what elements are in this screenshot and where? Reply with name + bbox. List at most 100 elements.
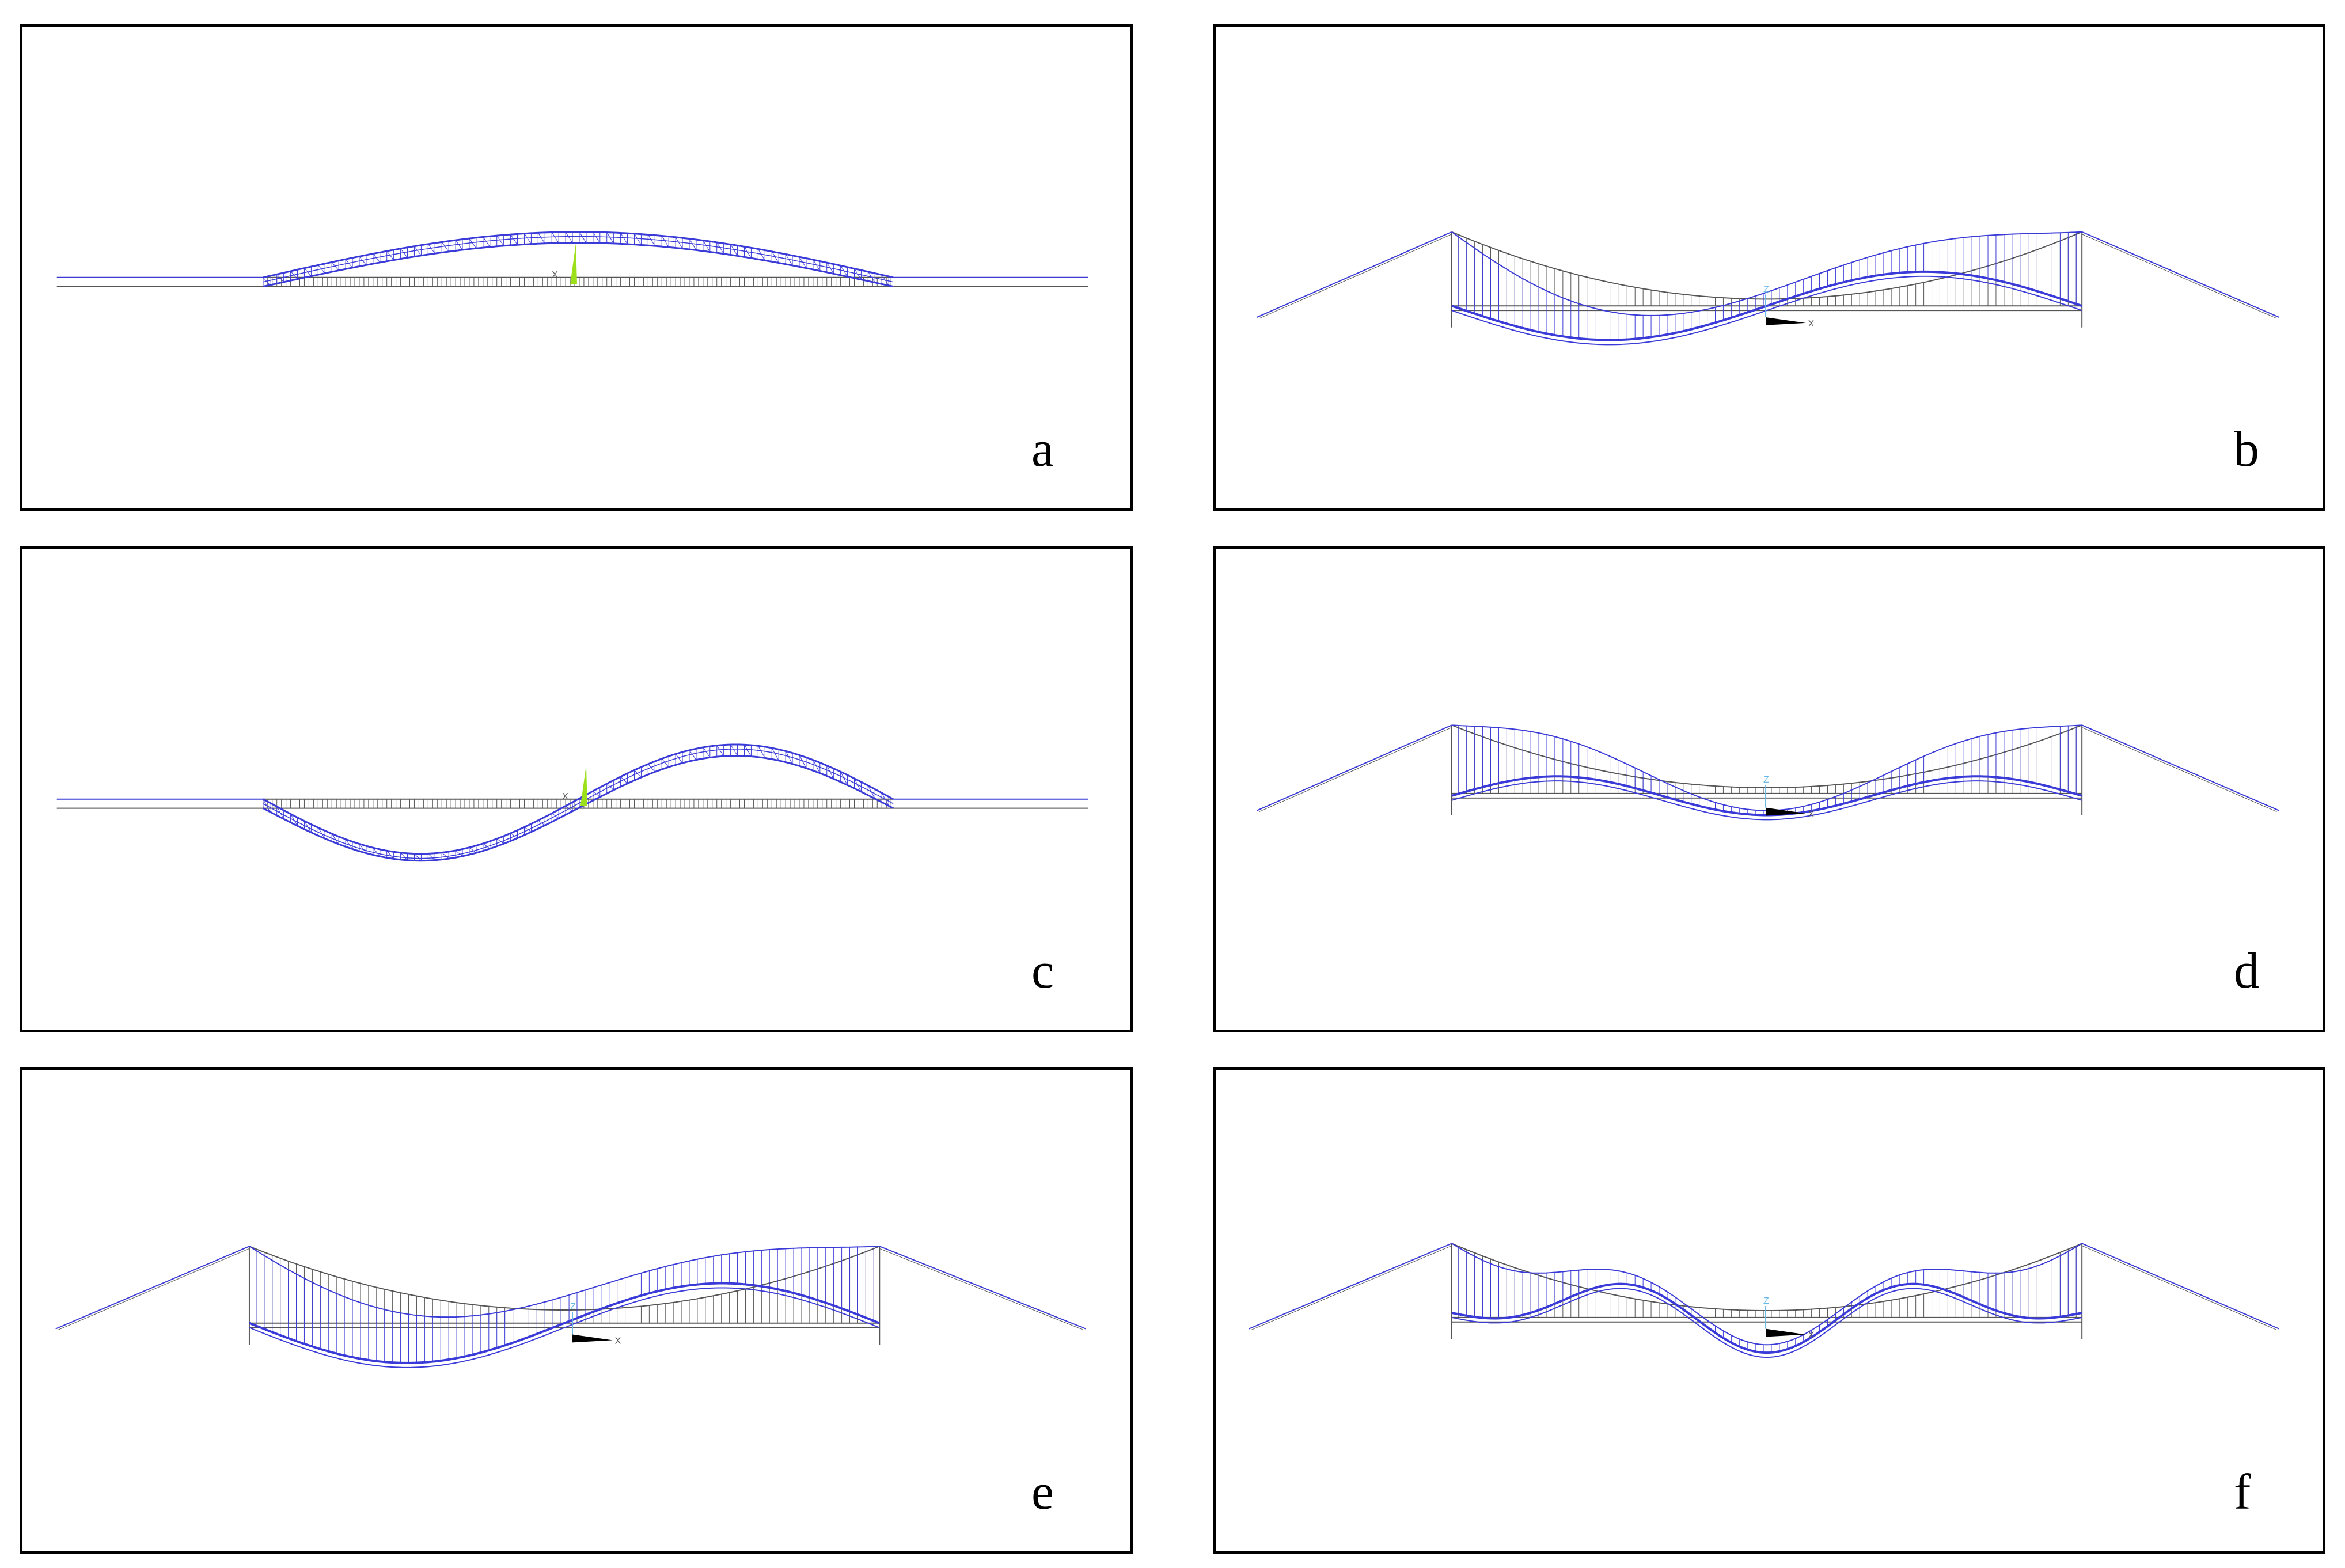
deformed-deck bbox=[1451, 270, 2082, 341]
axis-label-x: X bbox=[562, 792, 568, 802]
deformed-deck-brace bbox=[757, 746, 765, 758]
deformed-deck-brace bbox=[483, 237, 491, 248]
backstay-right-ref bbox=[2081, 727, 2277, 812]
deformed-deck-brace bbox=[620, 776, 628, 784]
deformed-deck-brace bbox=[881, 275, 889, 286]
deformed-deck-brace bbox=[263, 799, 271, 813]
deformed-deck-brace bbox=[345, 259, 353, 268]
deformed-deck-brace bbox=[386, 851, 394, 859]
backstay-left bbox=[55, 1246, 250, 1330]
panel-label-a: a bbox=[1031, 422, 1054, 477]
deformed-deck-brace bbox=[290, 814, 298, 826]
deformed-deck-brace bbox=[840, 771, 848, 785]
deformed-deck-brace bbox=[496, 838, 504, 844]
mode-shape-diagram-c: X bbox=[56, 743, 1088, 862]
backstay-right-ref bbox=[2081, 234, 2277, 319]
deformed-deck-brace bbox=[565, 231, 573, 244]
deformed-deck-brace bbox=[331, 261, 339, 271]
backstay-right-ref bbox=[2081, 1245, 2277, 1331]
deformed-deck-brace bbox=[675, 237, 683, 249]
deformed-deck-brace bbox=[799, 256, 807, 268]
deformed-deck-brace bbox=[510, 234, 518, 245]
deformed-deck-edge bbox=[1451, 1288, 2082, 1358]
deformed-deck-brace bbox=[317, 827, 325, 839]
deformed-deck-brace bbox=[441, 852, 449, 859]
deformed-deck-brace bbox=[441, 242, 449, 252]
xz-axis-triad-icon bbox=[1766, 317, 1806, 325]
deformed-deck-brace bbox=[359, 256, 367, 265]
deformed-deck-brace bbox=[647, 764, 655, 772]
deformed-deck-brace bbox=[730, 244, 738, 256]
undeformed-main-cable bbox=[1451, 231, 2082, 300]
deformed-deck-brace bbox=[524, 826, 532, 833]
deformed-deck-brace bbox=[647, 234, 655, 246]
deformed-deck-brace bbox=[524, 233, 532, 245]
deformed-deck-brace bbox=[400, 852, 408, 861]
deformed-deck-brace bbox=[290, 271, 298, 279]
deformed-deck-edge bbox=[1451, 780, 2082, 821]
deformed-deck-brace bbox=[455, 240, 463, 250]
axis-label-z: Z bbox=[1763, 775, 1769, 785]
green-axis-triad-icon bbox=[570, 243, 577, 284]
backstay-left bbox=[1249, 1243, 1452, 1330]
backstay-left bbox=[1257, 231, 1452, 318]
backstay-left-ref bbox=[1259, 234, 1452, 319]
deformed-deck-brace bbox=[606, 232, 614, 244]
backstay-right bbox=[2081, 231, 2279, 318]
deformed-deck-brace bbox=[867, 271, 875, 283]
deformed-deck-brace bbox=[483, 843, 491, 849]
deformed-deck-brace bbox=[304, 821, 312, 833]
axis-label-x: X bbox=[552, 270, 558, 280]
deformed-deck-brace bbox=[469, 847, 477, 853]
deformed-deck-brace bbox=[469, 238, 477, 249]
deformed-deck-brace bbox=[771, 251, 779, 263]
backstay-left bbox=[1257, 724, 1452, 811]
deformed-deck-brace bbox=[538, 820, 545, 826]
deformed-deck-brace bbox=[276, 274, 284, 283]
axis-label-z: Z bbox=[1763, 1296, 1769, 1306]
deformed-deck-brace bbox=[537, 233, 545, 244]
deformed-deck-brace bbox=[565, 806, 573, 812]
deformed-deck-brace bbox=[813, 760, 821, 774]
deformed-main-cable bbox=[1451, 231, 2082, 316]
deformed-deck-brace bbox=[263, 277, 271, 286]
deformed-deck-edge bbox=[263, 755, 894, 862]
green-axis-triad-icon bbox=[580, 765, 587, 806]
deformed-deck-brace bbox=[826, 262, 834, 274]
axis-label-z: Z bbox=[1763, 285, 1769, 295]
deformed-deck-brace bbox=[826, 765, 834, 779]
deformed-deck-edge bbox=[263, 242, 894, 288]
deformed-deck-edge bbox=[1451, 275, 2082, 346]
deformed-deck-brace bbox=[703, 747, 711, 758]
deformed-deck-brace bbox=[730, 744, 738, 756]
deformed-deck-brace bbox=[661, 236, 669, 248]
deformed-deck-brace bbox=[579, 231, 587, 244]
backstay-right-ref bbox=[879, 1248, 1084, 1331]
backstay-left-ref bbox=[58, 1248, 250, 1331]
backstay-right bbox=[879, 1246, 1086, 1330]
deformed-deck-brace bbox=[317, 265, 325, 274]
deformed-deck-brace bbox=[771, 747, 779, 761]
deformed-deck-brace bbox=[400, 248, 408, 258]
backstay-left-ref bbox=[1259, 727, 1452, 812]
deformed-deck-brace bbox=[414, 853, 422, 861]
deformed-deck-brace bbox=[276, 806, 284, 819]
deformed-deck-edge bbox=[249, 1287, 880, 1368]
deformed-deck-brace bbox=[689, 750, 697, 760]
deformed-deck-brace bbox=[840, 265, 848, 277]
mode-shape-diagram-a: X bbox=[56, 231, 1088, 288]
deformed-deck-brace bbox=[813, 259, 821, 271]
undeformed-main-cable bbox=[1451, 724, 2082, 789]
deformed-deck-brace bbox=[496, 235, 504, 246]
axis-label-x: X bbox=[1808, 1330, 1815, 1340]
deformed-deck-brace bbox=[785, 751, 793, 764]
deformed-deck-brace bbox=[359, 844, 367, 853]
deformed-deck-brace bbox=[427, 244, 435, 254]
deformed-deck-brace bbox=[593, 231, 601, 244]
mode-shape-diagram-b: XZ bbox=[1257, 231, 2279, 346]
deformed-deck-brace bbox=[854, 268, 862, 280]
backstay-left-ref bbox=[1251, 1245, 1452, 1331]
